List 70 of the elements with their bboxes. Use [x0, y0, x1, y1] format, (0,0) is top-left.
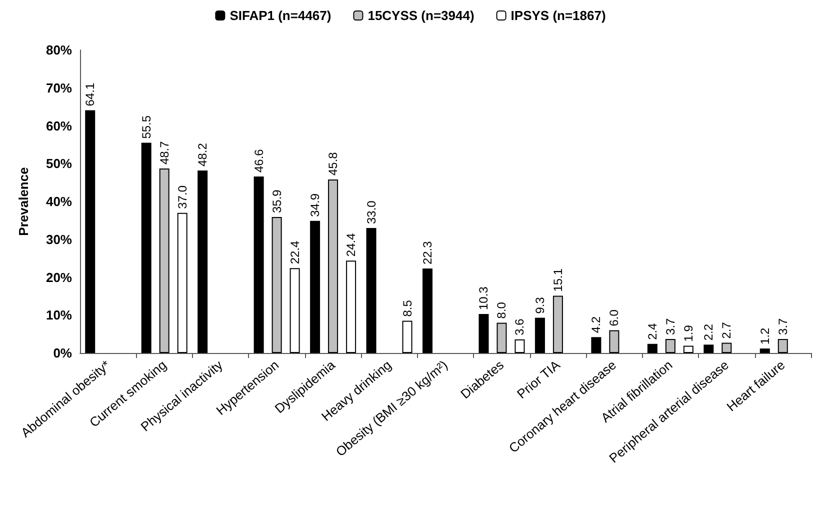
- bar: [534, 318, 545, 353]
- data-label: 46.6: [252, 148, 266, 173]
- data-label: 22.4: [288, 240, 302, 264]
- data-label: 8.5: [400, 300, 414, 317]
- data-label: 9.3: [532, 296, 547, 314]
- y-tick-label: 60%: [46, 118, 72, 134]
- data-label: 64.1: [83, 82, 98, 106]
- y-tick-label: 50%: [46, 156, 72, 172]
- bar: [85, 110, 96, 353]
- data-label: 10.3: [476, 286, 491, 310]
- data-label: 2.4: [645, 322, 660, 340]
- data-label: 8.0: [494, 302, 509, 319]
- y-tick-label: 70%: [46, 80, 72, 96]
- legend-label: 15CYSS (n=3944): [368, 8, 474, 23]
- bar: [591, 337, 602, 353]
- y-tick-label: 80%: [46, 42, 72, 58]
- data-label: 22.3: [420, 240, 434, 265]
- bar: [422, 268, 432, 353]
- bar: [346, 260, 356, 353]
- bar: [478, 314, 489, 353]
- data-label: 1.9: [681, 324, 696, 342]
- data-label: 15.1: [550, 268, 565, 292]
- data-label: 3.7: [663, 318, 678, 335]
- bar: [177, 212, 188, 353]
- bar: [665, 338, 676, 353]
- bar: [778, 338, 788, 353]
- bar: [722, 342, 732, 353]
- y-tick-label: 30%: [46, 232, 72, 247]
- bar: [609, 330, 620, 353]
- y-tick-label: 0%: [53, 346, 72, 360]
- x-tick-label: Prior TIA: [514, 357, 564, 402]
- data-label: 3.6: [512, 318, 527, 336]
- data-label: 55.5: [139, 115, 154, 139]
- legend-label: SIFAP1 (n=4467): [230, 8, 332, 23]
- bar: [198, 170, 208, 353]
- data-label: 6.0: [607, 309, 622, 326]
- data-label: 34.9: [308, 193, 322, 217]
- data-label: 37.0: [175, 185, 190, 209]
- data-label: 2.2: [702, 324, 716, 341]
- bar: [141, 142, 152, 353]
- bar: [159, 168, 170, 353]
- bar: [290, 268, 300, 353]
- data-label: 48.7: [157, 140, 172, 165]
- data-label: 33.0: [364, 200, 378, 224]
- bar: [552, 296, 563, 353]
- data-label: 3.7: [776, 318, 790, 335]
- bar: [310, 220, 320, 353]
- legend-label: IPSYS (n=1867): [510, 8, 606, 23]
- bar: [254, 176, 264, 353]
- bar: [704, 344, 714, 353]
- data-label: 45.8: [326, 152, 340, 176]
- bar: [366, 228, 376, 353]
- data-label: 1.2: [758, 327, 772, 344]
- bar: [402, 320, 412, 353]
- bar: [647, 344, 658, 353]
- bar: [683, 346, 694, 353]
- y-tick-label: 20%: [46, 270, 72, 285]
- data-label: 24.4: [344, 232, 358, 257]
- data-label: 35.9: [270, 189, 284, 214]
- bar: [514, 339, 525, 353]
- y-axis-title: Prevalence: [16, 167, 31, 236]
- y-tick-label: 10%: [46, 308, 72, 323]
- data-label: 48.2: [196, 142, 210, 166]
- data-label: 2.7: [720, 322, 734, 339]
- data-label: 4.2: [589, 316, 604, 334]
- y-tick-label: 40%: [46, 194, 72, 209]
- bar: [496, 322, 507, 353]
- bar: [272, 217, 282, 353]
- bar: [328, 180, 338, 353]
- bar: [760, 348, 770, 353]
